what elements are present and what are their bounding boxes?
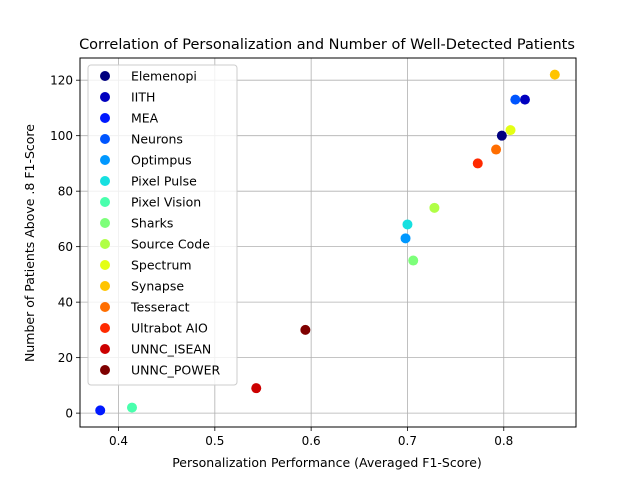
data-point (496, 130, 507, 141)
legend-label: Sharks (131, 216, 173, 231)
legend-label: MEA (131, 111, 159, 126)
data-point (549, 69, 560, 80)
data-point (408, 255, 419, 266)
y-tick-label: 0 (65, 407, 73, 421)
legend-label: Neurons (131, 132, 183, 147)
legend-marker (100, 344, 110, 354)
legend-label: Source Code (131, 237, 210, 252)
legend: Elemenopi IITH MEA Neurons Optimpus Pixel Pul… (87, 64, 238, 386)
data-point (402, 219, 413, 230)
data-point (491, 144, 502, 155)
legend-marker (100, 302, 110, 312)
data-point (95, 405, 106, 416)
legend-marker (100, 323, 110, 333)
x-tick-label: 0.8 (494, 434, 513, 448)
y-tick-label: 20 (58, 351, 73, 365)
chart-title: Correlation of Personalization and Numbe… (79, 37, 575, 53)
legend-marker (100, 281, 110, 291)
legend-marker (100, 218, 110, 228)
legend-marker (100, 260, 110, 270)
data-points (95, 69, 560, 416)
data-point (400, 233, 411, 244)
data-point (505, 125, 516, 136)
y-axis-label: Number of Patients Above .8 F1-Score (22, 124, 37, 362)
legend-marker (100, 176, 110, 186)
legend-marker (100, 134, 110, 144)
legend-label: Pixel Pulse (131, 174, 197, 189)
data-point (429, 202, 440, 213)
axis-ticks: 0.4 0.5 0.6 0.7 0.8 0 20 40 60 80 100 120 (50, 74, 513, 448)
x-tick-label: 0.4 (109, 434, 128, 448)
data-point (127, 402, 138, 413)
data-point (472, 158, 483, 169)
legend-label: Spectrum (131, 258, 192, 273)
legend-marker (100, 239, 110, 249)
legend-marker (100, 155, 110, 165)
y-tick-label: 120 (50, 74, 73, 88)
x-axis-label: Personalization Performance (Averaged F1… (172, 455, 482, 470)
legend-label: Pixel Vision (131, 195, 201, 210)
legend-marker (100, 71, 110, 81)
legend-marker (100, 197, 110, 207)
y-tick-label: 60 (58, 240, 73, 254)
legend-label: Ultrabot AIO (131, 321, 208, 336)
y-tick-label: 100 (50, 129, 73, 143)
plot-frame (79, 57, 577, 428)
y-tick-label: 40 (58, 296, 73, 310)
legend-box (87, 64, 238, 386)
legend-label: Tesseract (130, 300, 190, 315)
x-tick-label: 0.6 (302, 434, 321, 448)
legend-label: UNNC_ISEAN (131, 342, 211, 357)
legend-label: Synapse (131, 279, 184, 294)
legend-marker (100, 113, 110, 123)
data-point (300, 324, 311, 335)
data-point (519, 94, 530, 105)
x-tick-label: 0.5 (205, 434, 224, 448)
legend-label: IITH (131, 90, 155, 105)
legend-marker (100, 92, 110, 102)
legend-label: UNNC_POWER (131, 363, 220, 378)
x-tick-label: 0.7 (398, 434, 417, 448)
legend-label: Optimpus (131, 153, 192, 168)
legend-label: Elemenopi (131, 69, 197, 84)
data-point (251, 383, 262, 394)
data-point (510, 94, 521, 105)
legend-marker (100, 365, 110, 375)
y-tick-label: 80 (58, 185, 73, 199)
